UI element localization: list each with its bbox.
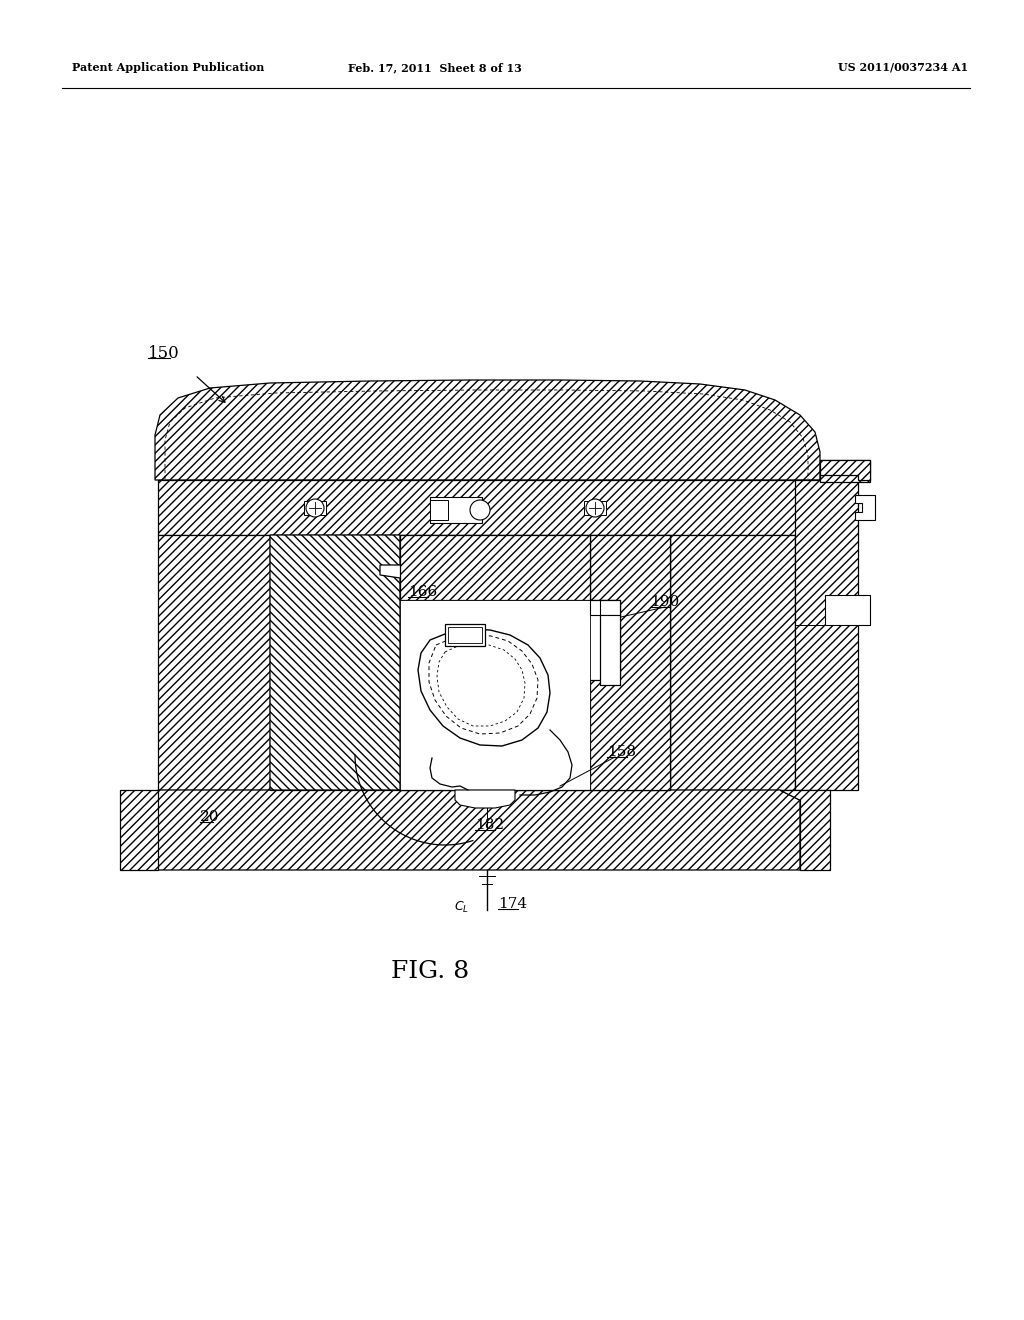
Polygon shape [158,789,800,870]
Bar [400,601,590,789]
Text: 166: 166 [408,585,437,599]
Text: $C_L$: $C_L$ [454,900,469,915]
Circle shape [470,500,490,520]
Polygon shape [155,380,820,480]
Bar [270,535,670,789]
Bar [120,789,158,870]
Circle shape [586,499,604,517]
Text: 150: 150 [148,345,180,362]
Bar [820,459,870,482]
Text: 20: 20 [200,810,219,824]
Text: Patent Application Publication: Patent Application Publication [72,62,264,73]
Text: 182: 182 [475,818,504,832]
Text: 190: 190 [650,595,679,609]
Bar [430,500,449,520]
Text: 158: 158 [607,744,636,759]
Polygon shape [455,789,515,808]
Polygon shape [418,630,550,746]
Text: Feb. 17, 2011  Sheet 8 of 13: Feb. 17, 2011 Sheet 8 of 13 [348,62,522,73]
Bar [670,535,795,789]
Polygon shape [590,535,670,789]
Polygon shape [400,535,590,601]
Circle shape [306,499,324,517]
Text: 174: 174 [498,898,527,911]
Polygon shape [855,495,874,520]
Bar [430,498,482,523]
Bar [158,480,825,535]
Bar [158,535,270,789]
Bar [600,615,620,685]
Text: US 2011/0037234 A1: US 2011/0037234 A1 [838,62,968,73]
Bar [445,624,485,645]
Polygon shape [780,789,830,870]
Bar [590,601,620,615]
Polygon shape [820,459,870,480]
Bar [304,502,326,515]
Bar [795,480,858,789]
Bar [584,502,606,515]
Text: FIG. 8: FIG. 8 [391,960,469,983]
Bar [825,595,870,624]
Bar [449,627,482,643]
Polygon shape [270,535,400,789]
